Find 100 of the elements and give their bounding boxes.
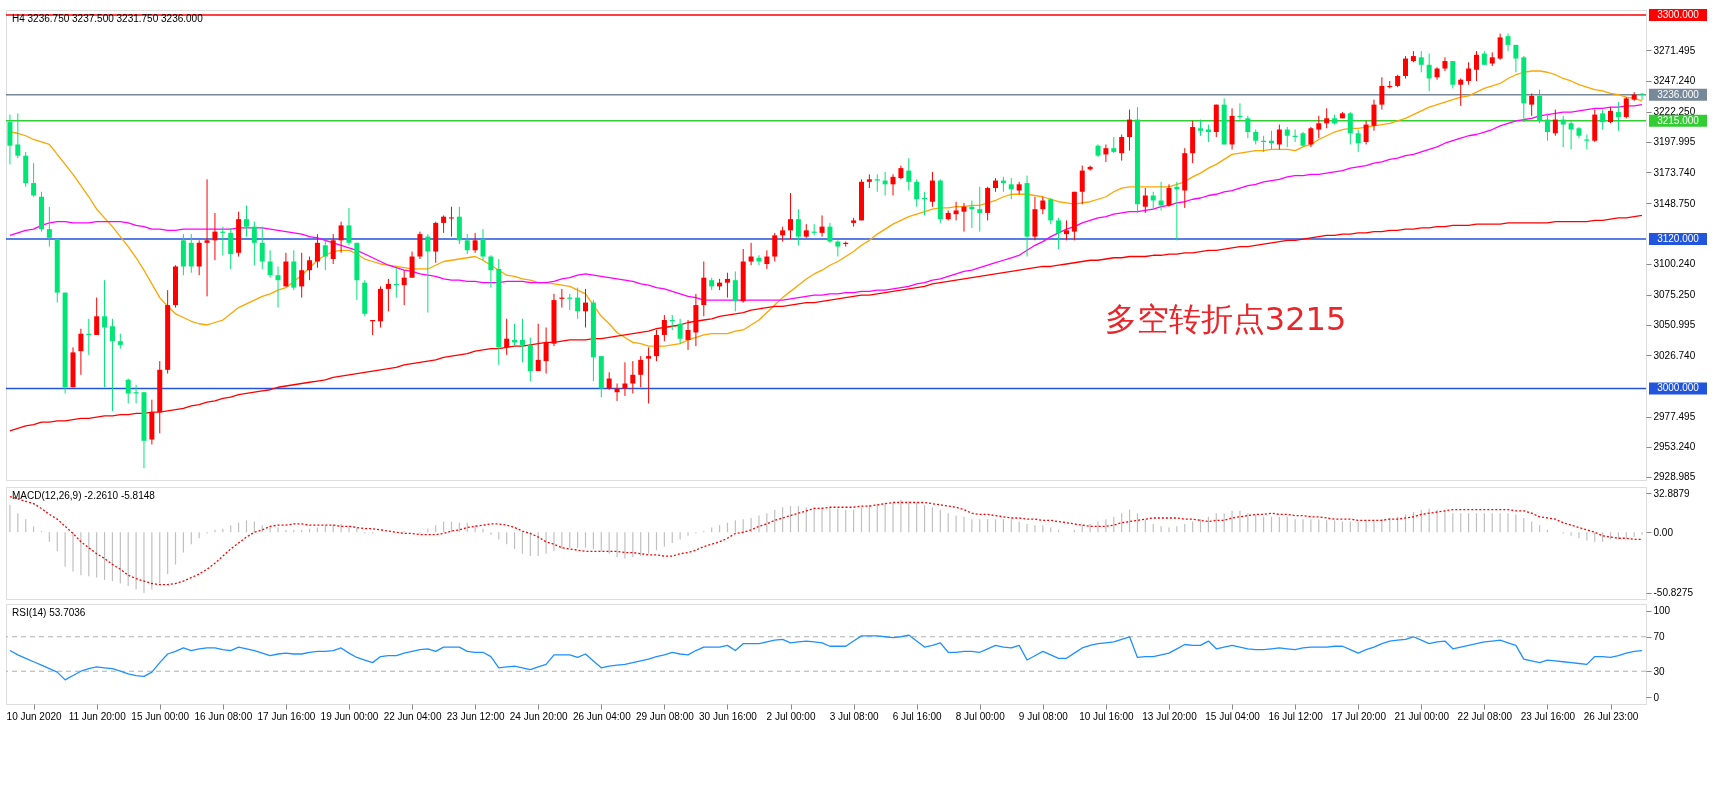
x-tick-label: 17 Jul 20:00: [1331, 710, 1387, 722]
candlestick: [661, 314, 667, 342]
candlestick: [204, 178, 210, 297]
candlestick: [929, 171, 935, 208]
y-tick-label: 3026.740: [1653, 349, 1696, 361]
x-tick-label: 17 Jun 16:00: [257, 710, 316, 722]
x-tick-label: 10 Jun 2020: [6, 710, 63, 722]
candlestick: [1063, 219, 1069, 241]
candlestick: [1568, 120, 1574, 150]
x-tick-label: 21 Jul 00:00: [1394, 710, 1450, 722]
y-tick-label: 70: [1653, 631, 1666, 643]
candlestick: [7, 114, 13, 165]
y-tick-label: 3247.240: [1653, 75, 1696, 87]
candlestick: [1426, 53, 1432, 92]
candlestick: [1600, 109, 1606, 131]
x-tick-label: 26 Jul 23:00: [1583, 710, 1639, 722]
candlestick: [614, 383, 620, 402]
candlestick: [338, 221, 344, 254]
candlestick: [764, 249, 770, 270]
candlestick: [1544, 112, 1550, 142]
candlestick: [504, 318, 510, 356]
y-tick-label: 3100.240: [1653, 258, 1696, 270]
candlestick: [1466, 61, 1472, 86]
candlestick: [330, 233, 336, 265]
candlestick: [401, 269, 407, 306]
candlestick: [188, 233, 194, 274]
candlestick: [267, 249, 273, 279]
candlestick: [1103, 143, 1109, 163]
candlestick: [212, 212, 218, 261]
candlestick: [1584, 134, 1590, 150]
x-tick-label: 23 Jun 12:00: [446, 710, 505, 722]
candlestick: [630, 360, 636, 394]
y-tick-label: 3148.750: [1653, 197, 1696, 209]
chart-title: RSI(14) 53.7036: [12, 607, 86, 618]
candlestick: [583, 288, 589, 328]
candlestick: [1450, 60, 1456, 89]
candlestick: [677, 318, 683, 345]
ref-line-label: 3300.000: [1657, 8, 1700, 20]
candlestick: [409, 251, 415, 279]
x-tick-label: 10 Jul 16:00: [1079, 710, 1135, 722]
x-tick-label: 13 Jul 20:00: [1142, 710, 1198, 722]
candlestick: [1245, 115, 1251, 139]
y-tick-label: 0.00: [1653, 526, 1674, 538]
y-tick-label: -50.8275: [1653, 587, 1694, 599]
candlestick: [1615, 101, 1621, 132]
candlestick: [1008, 177, 1014, 200]
candlestick: [1142, 187, 1148, 214]
candlestick: [1158, 181, 1164, 211]
x-tick-label: 29 Jun 08:00: [635, 710, 695, 722]
candlestick: [78, 328, 84, 376]
x-tick-label: 30 Jun 16:00: [699, 710, 758, 722]
candlestick: [456, 206, 462, 245]
candlestick: [275, 265, 281, 309]
candlestick: [448, 206, 454, 238]
candlestick: [1552, 109, 1558, 137]
x-tick-label: 24 Jun 20:00: [509, 710, 569, 722]
candlestick: [519, 318, 525, 363]
y-tick-label: 2977.495: [1653, 411, 1696, 423]
ref-line-label: 3236.000: [1657, 88, 1700, 100]
candlestick: [102, 279, 108, 388]
candlestick: [228, 227, 234, 270]
candlestick: [1347, 111, 1353, 145]
candlestick: [196, 239, 202, 276]
y-tick-label: 3075.250: [1653, 289, 1696, 301]
candlestick: [1276, 124, 1282, 150]
candlestick: [977, 186, 983, 233]
candlestick: [724, 272, 730, 299]
candlestick: [914, 178, 920, 208]
y-tick-label: 3197.995: [1653, 136, 1696, 148]
candlestick: [646, 346, 652, 404]
y-tick-label: 3271.495: [1653, 44, 1696, 56]
candlestick: [795, 208, 801, 246]
candlestick: [1497, 33, 1503, 61]
candlestick: [1623, 96, 1629, 119]
candlestick: [1308, 126, 1314, 148]
y-tick-label: 30: [1653, 665, 1666, 677]
candlestick: [575, 287, 581, 320]
candlestick: [31, 162, 37, 198]
candlestick: [1363, 120, 1369, 145]
candlestick: [906, 157, 912, 192]
ref-line-label: 3120.000: [1657, 233, 1700, 245]
y-tick-label: 32.8879: [1653, 487, 1691, 499]
candlestick: [307, 256, 313, 281]
candlestick: [464, 233, 470, 255]
candlestick: [638, 355, 644, 388]
candlestick: [1403, 55, 1409, 79]
line-series: [9, 103, 1643, 301]
candlestick: [819, 214, 825, 238]
candlestick: [535, 323, 541, 372]
candlestick: [259, 226, 265, 270]
ref-line-label: 3000.000: [1657, 382, 1700, 394]
chart-title: H4 3236.750 3237.500 3231.750 3236.000: [12, 13, 204, 24]
x-tick-label: 2 Jul 00:00: [766, 710, 816, 722]
candlestick: [685, 319, 691, 351]
y-tick-label: 100: [1653, 605, 1671, 617]
candlestick: [425, 233, 431, 314]
x-tick-label: 15 Jun 00:00: [131, 710, 190, 722]
candlestick: [15, 112, 21, 159]
candlestick: [251, 221, 257, 266]
candlestick: [94, 297, 100, 336]
